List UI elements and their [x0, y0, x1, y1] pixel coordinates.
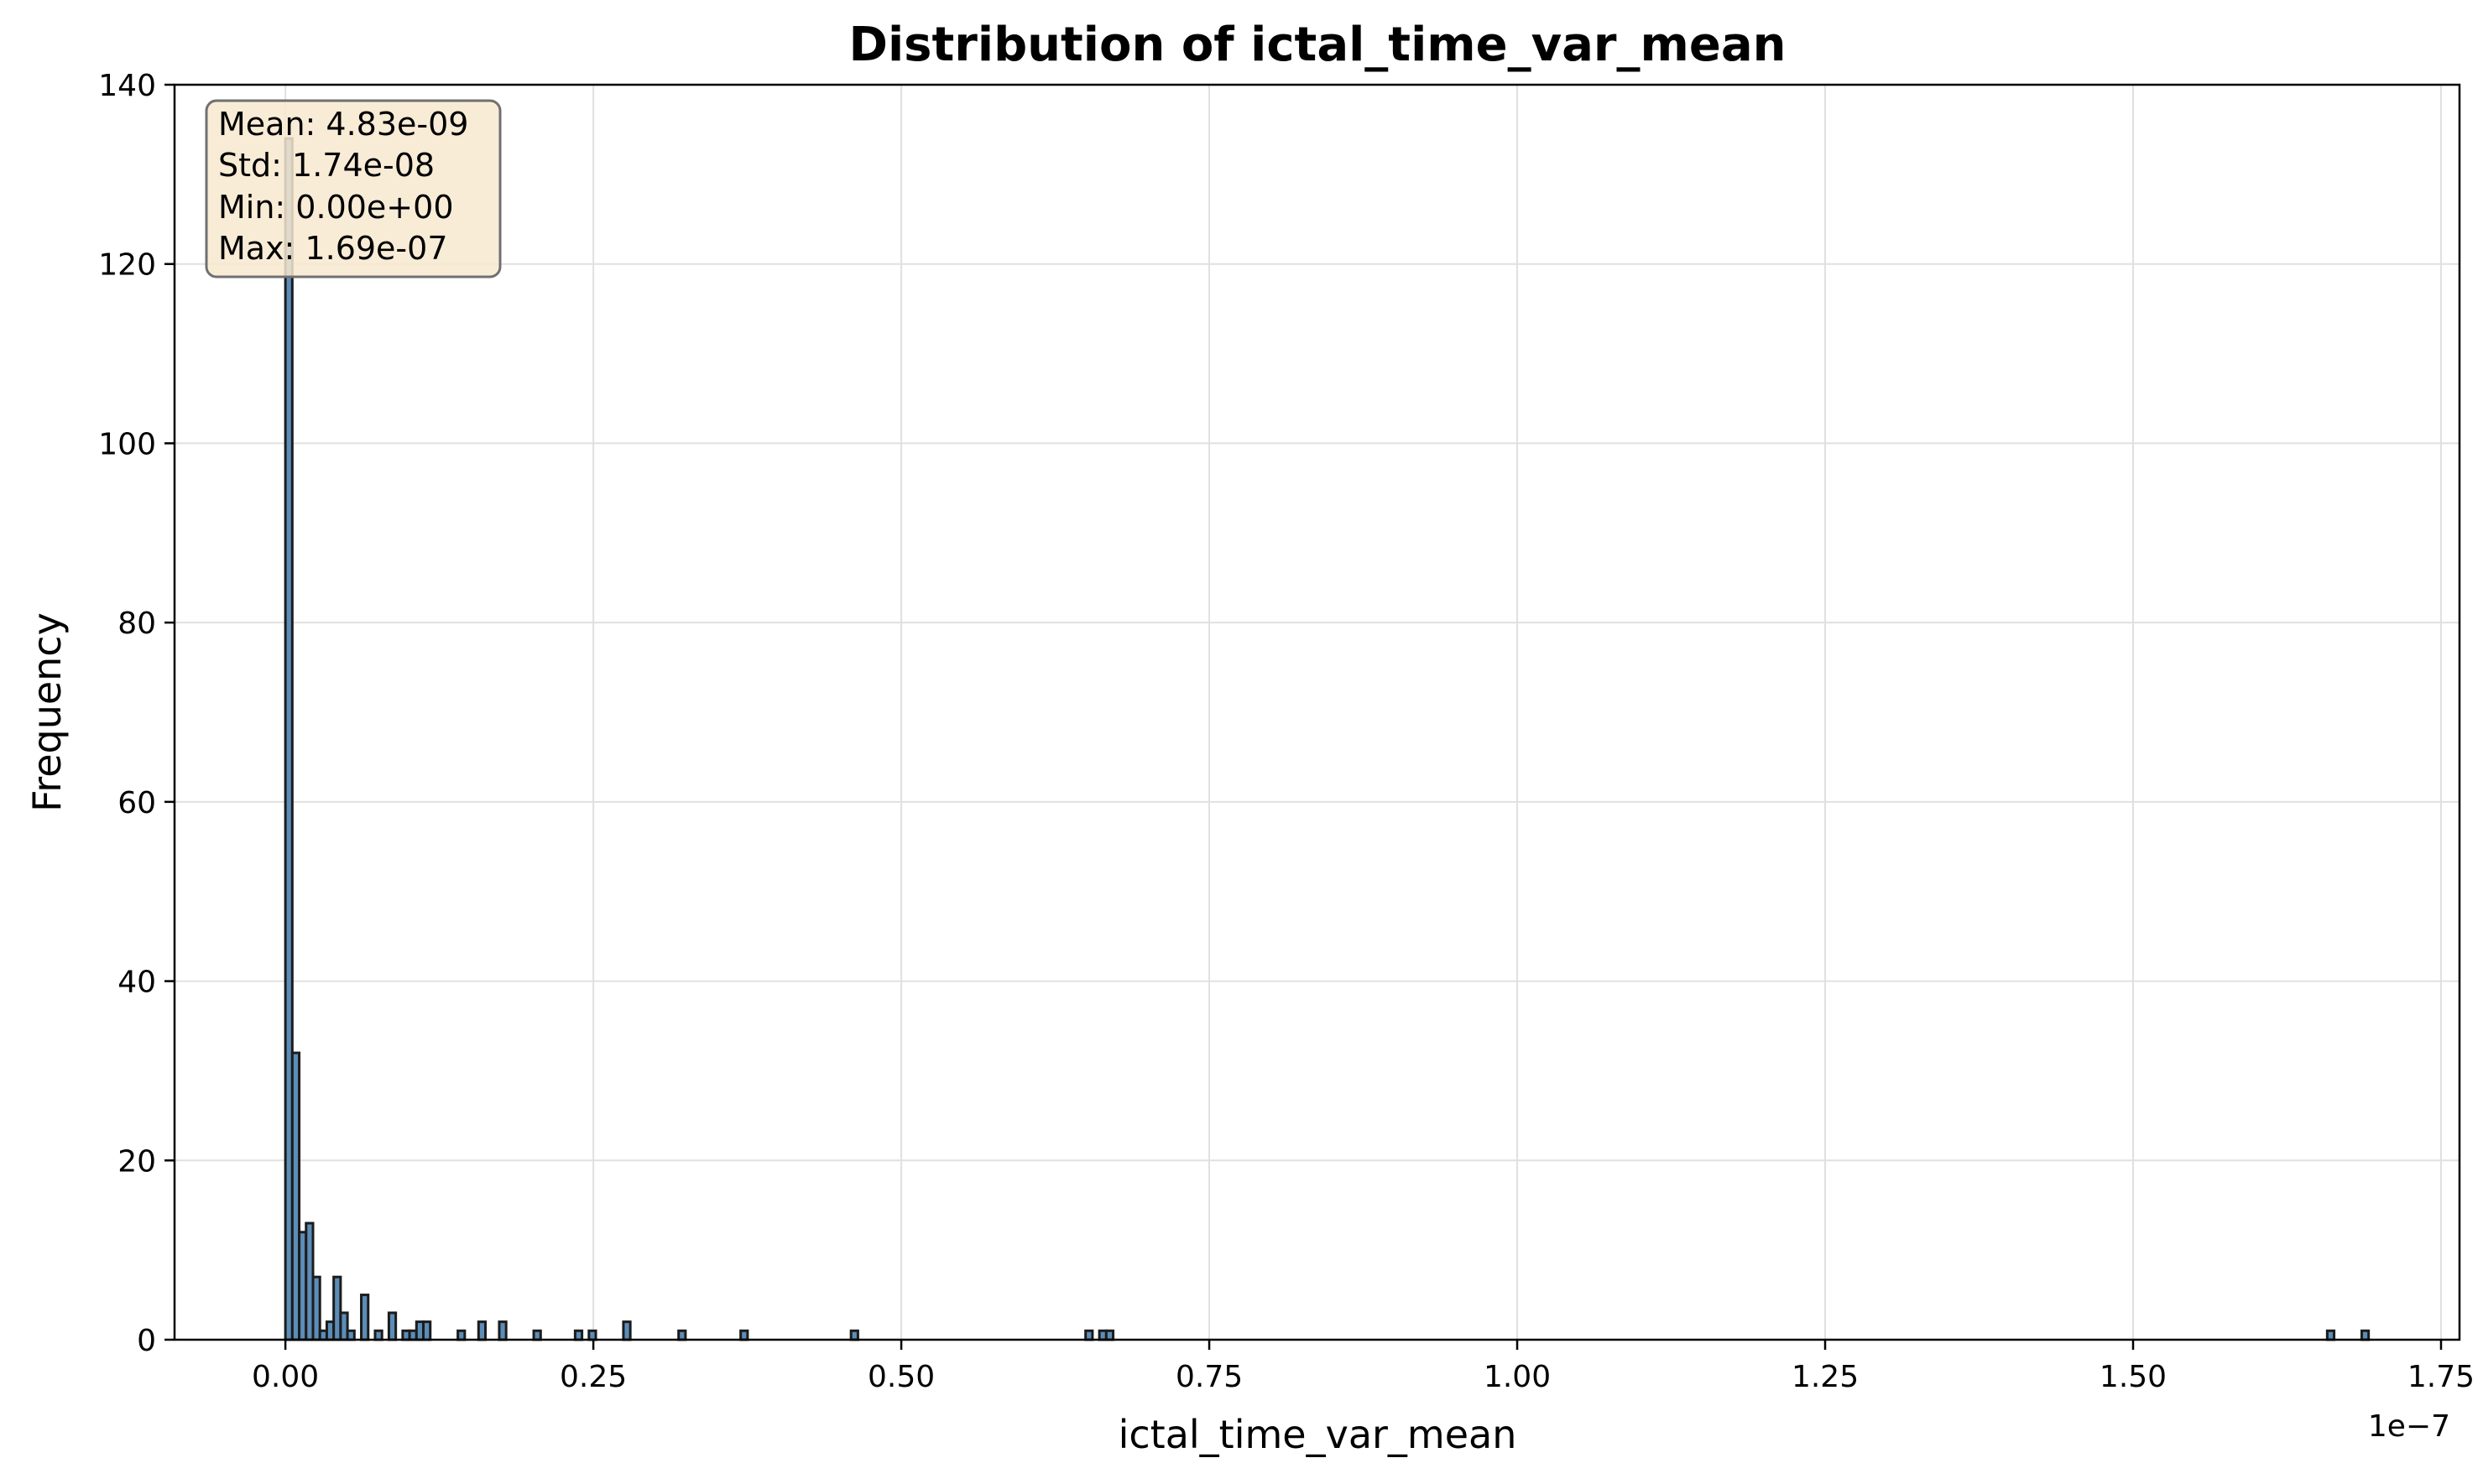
histogram-bar: [532, 1329, 542, 1341]
stats-box: Mean: 4.83e-09 Std: 1.74e-08 Min: 0.00e+…: [205, 99, 502, 279]
x-tick-label: 1.25: [1792, 1360, 1859, 1394]
stats-mean: Mean: 4.83e-09: [218, 106, 468, 143]
plot-frame: [173, 83, 2461, 1341]
histogram-bar: [477, 1320, 488, 1341]
histogram-bar: [1084, 1329, 1094, 1341]
histogram-bar: [346, 1329, 356, 1341]
x-tick-label: 1.50: [2100, 1360, 2167, 1394]
chart-title: Distribution of ictal_time_var_mean: [848, 18, 1786, 72]
y-tick-label: 20: [117, 1144, 156, 1179]
bars-layer: [284, 137, 2371, 1341]
y-axis-label: Frequency: [24, 612, 70, 812]
x-tick-label: 0.75: [1176, 1360, 1243, 1394]
x-axis-offset-label: 1e−7: [2368, 1409, 2450, 1444]
stats-std: Std: 1.74e-08: [218, 147, 435, 184]
x-tick-label: 0.25: [560, 1360, 627, 1394]
y-tick-label: 0: [137, 1324, 156, 1358]
y-tick-label: 120: [98, 248, 156, 283]
stats-min: Min: 0.00e+00: [218, 189, 454, 226]
histogram-bar: [677, 1329, 687, 1341]
histogram-bar: [373, 1329, 383, 1341]
histogram-bar: [456, 1329, 467, 1341]
histogram-bar: [360, 1294, 370, 1341]
histogram-bar: [573, 1329, 584, 1341]
histogram-bar: [498, 1320, 508, 1341]
histogram-bar: [2325, 1329, 2336, 1341]
stats-box-background: [205, 99, 502, 279]
y-tick-label: 80: [117, 607, 156, 641]
histogram-bar: [622, 1320, 632, 1341]
histogram-bar: [739, 1329, 749, 1341]
x-tick-label: 0.50: [868, 1360, 935, 1394]
grid-layer: [175, 84, 2460, 1341]
stats-max: Max: 1.69e-07: [218, 230, 448, 267]
x-tick-label: 0.00: [252, 1360, 319, 1394]
histogram-bar: [849, 1329, 859, 1341]
histogram-bar: [1104, 1329, 1115, 1341]
histogram-bar: [2360, 1329, 2371, 1341]
y-tick-label: 140: [98, 69, 156, 103]
y-tick-label: 40: [117, 966, 156, 1000]
histogram-bar: [587, 1329, 597, 1341]
histogram-bar: [387, 1311, 398, 1341]
ticks-layer: 0.00 0.25 0.50 0.75 1.00 1.25 1.50 1.75 0 20 40 60 8…: [98, 69, 2475, 1394]
y-tick-label: 60: [117, 786, 156, 820]
x-tick-label: 1.75: [2407, 1360, 2475, 1394]
histogram-bar: [422, 1320, 432, 1341]
x-tick-label: 1.00: [1484, 1360, 1551, 1394]
y-tick-label: 100: [98, 427, 156, 461]
x-axis-label: ictal_time_var_mean: [1119, 1412, 1517, 1457]
